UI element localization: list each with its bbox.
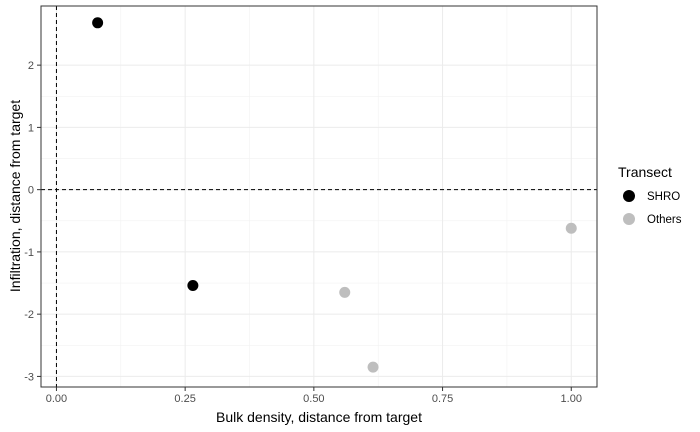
legend-items: SHRO Others <box>623 190 682 226</box>
legend-label-others: Others <box>647 214 682 226</box>
panel-border <box>40 5 598 388</box>
legend-label-shro: SHRO <box>647 191 680 203</box>
y-tick-label: -3 <box>24 371 34 383</box>
data-point-others <box>367 361 379 373</box>
data-point-others <box>339 286 351 298</box>
y-axis-ticks: -3 -2 -1 0 1 2 <box>24 60 41 383</box>
y-tick-label: 1 <box>28 122 34 134</box>
data-point-shro <box>92 17 104 29</box>
legend: Transect SHRO Others <box>618 164 682 226</box>
legend-title: Transect <box>618 164 672 180</box>
reference-lines <box>41 6 597 387</box>
major-gridlines <box>41 6 597 387</box>
y-tick-label: 2 <box>28 60 34 72</box>
data-point-shro <box>187 280 199 292</box>
y-tick-label: 0 <box>28 185 34 197</box>
x-tick-label: 0.00 <box>46 393 67 405</box>
legend-key-others <box>623 213 635 225</box>
minor-gridlines <box>41 6 597 387</box>
legend-key-shro <box>623 190 635 202</box>
x-axis-ticks: 0.00 0.25 0.50 0.75 1.00 <box>46 387 582 405</box>
y-axis-title: Infiltration, distance from target <box>7 100 23 292</box>
x-axis-title: Bulk density, distance from target <box>216 409 422 425</box>
x-tick-label: 0.50 <box>303 393 324 405</box>
x-tick-label: 0.75 <box>432 393 453 405</box>
y-tick-label: -1 <box>24 247 34 259</box>
data-point-others <box>565 222 577 234</box>
x-tick-label: 1.00 <box>561 393 582 405</box>
y-tick-label: -2 <box>24 309 34 321</box>
x-tick-label: 0.25 <box>174 393 195 405</box>
data-points <box>92 17 577 373</box>
